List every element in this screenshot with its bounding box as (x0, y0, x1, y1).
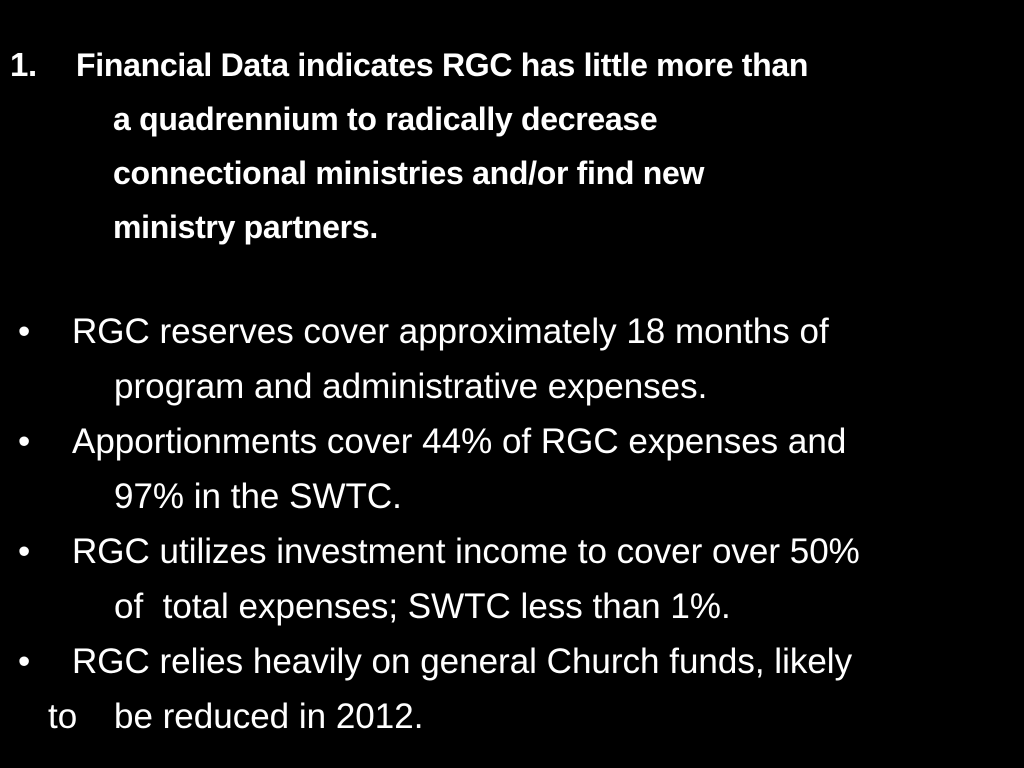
heading-number: 1. (10, 46, 37, 83)
heading-line-1: Financial Data indicates RGC has little … (76, 47, 809, 83)
bullet-text-line: be reduced in 2012. (114, 697, 424, 736)
bullet-text-line: to (48, 697, 78, 736)
heading-line-4: ministry partners. (113, 209, 378, 245)
bullet-marker: • (18, 422, 31, 461)
bullet-text-line: 97% in the SWTC. (114, 477, 402, 516)
heading-line-3: connectional ministries and/or find new (113, 155, 705, 191)
bullet-marker: • (18, 642, 31, 681)
bullet-text-line: RGC relies heavily on general Church fun… (72, 642, 853, 681)
bullet-text-line: program and administrative expenses. (114, 367, 708, 406)
bullet-text-line: Apportionments cover 44% of RGC expenses… (72, 422, 847, 461)
bullet-marker: • (18, 532, 31, 571)
bullet-marker: • (18, 312, 31, 351)
bullet-text-line: RGC utilizes investment income to cover … (72, 532, 860, 571)
heading-line-2: a quadrennium to radically decrease (113, 101, 658, 137)
bullet-text-line: of total expenses; SWTC less than 1%. (114, 587, 731, 626)
bullet-text-line: RGC reserves cover approximately 18 mont… (72, 312, 829, 351)
